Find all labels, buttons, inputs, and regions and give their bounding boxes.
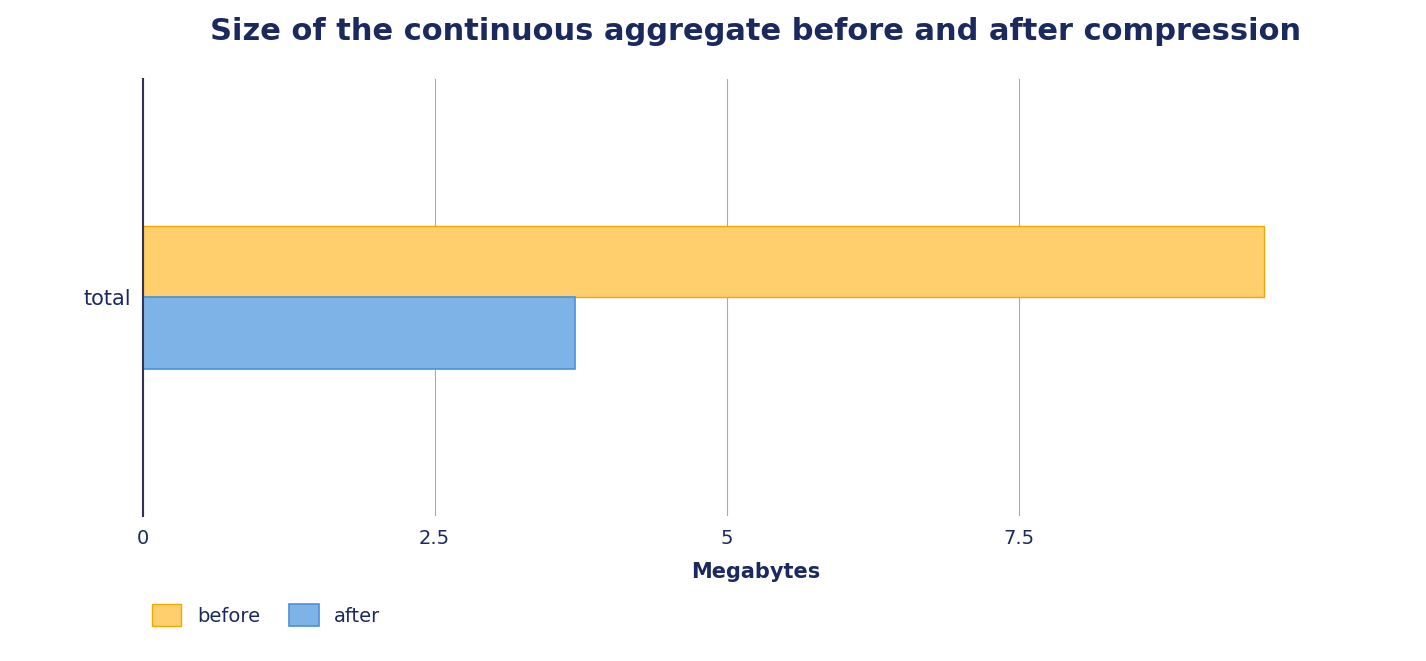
Title: Size of the continuous aggregate before and after compression: Size of the continuous aggregate before …	[210, 17, 1302, 46]
X-axis label: Megabytes: Megabytes	[692, 562, 820, 582]
Legend: before, after: before, after	[153, 604, 381, 626]
Bar	[143, 226, 1263, 297]
Bar	[143, 297, 575, 369]
